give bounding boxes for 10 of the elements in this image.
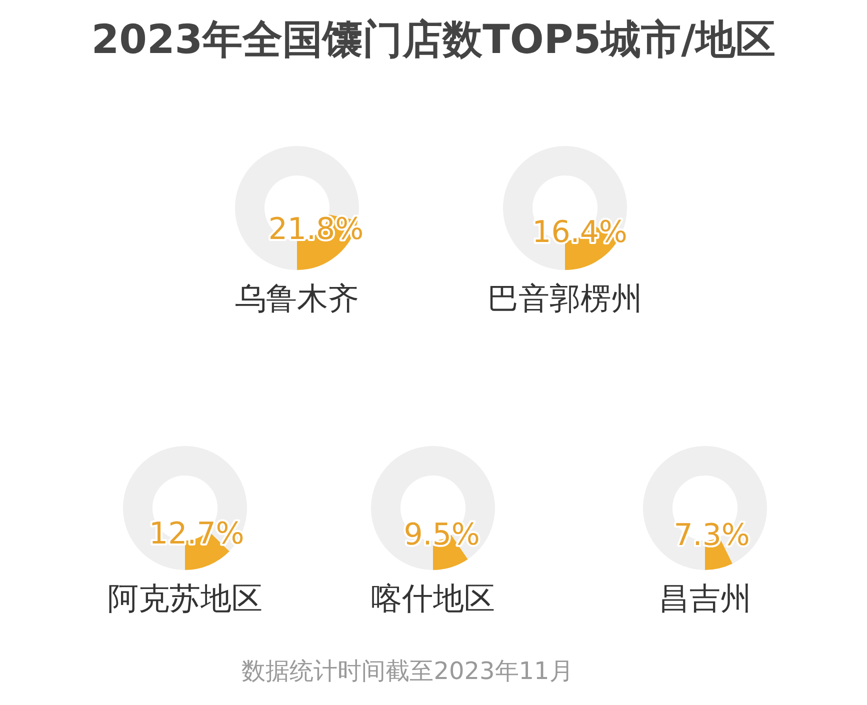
text: 乌鲁木齐	[234, 280, 360, 319]
text: 阿克苏地区	[106, 580, 264, 619]
text: 喀什地区	[370, 580, 496, 619]
data-label: 7.3%	[674, 518, 750, 554]
data-label: 9.5%	[404, 517, 480, 552]
text: 巴音郭楞州	[486, 280, 644, 319]
data-label: 12.7%	[149, 516, 244, 552]
text: 数据统计时间截至2023年11月	[240, 656, 574, 687]
chart-title: 2023年全国馕门店数TOP5城市/地区	[90, 16, 777, 65]
text: 昌吉州	[658, 580, 752, 619]
